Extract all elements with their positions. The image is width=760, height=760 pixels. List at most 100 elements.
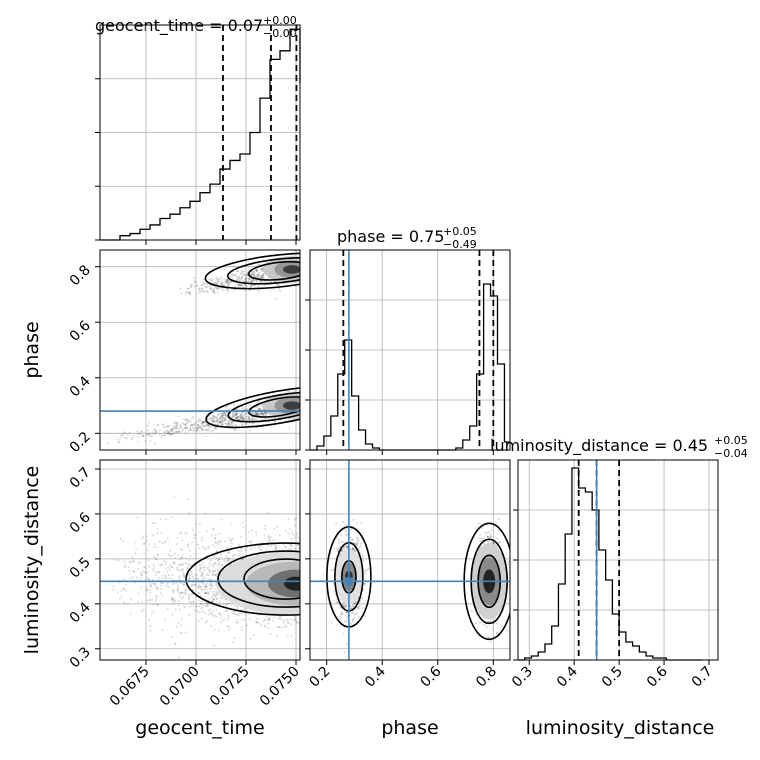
scatter-point	[275, 525, 278, 528]
scatter-point	[220, 420, 223, 423]
scatter-point	[204, 424, 207, 427]
scatter-point	[242, 417, 245, 420]
scatter-point	[215, 416, 218, 419]
scatter-point	[289, 618, 292, 621]
scatter-point	[241, 522, 244, 525]
scatter-point	[198, 288, 201, 291]
scatter-point	[211, 430, 214, 433]
scatter-point	[203, 577, 206, 580]
scatter-point	[361, 607, 364, 610]
scatter-point	[182, 595, 185, 598]
scatter-point	[212, 528, 215, 531]
scatter-point	[201, 420, 204, 423]
scatter-point	[227, 559, 230, 562]
scatter-point	[199, 424, 202, 427]
scatter-point	[189, 284, 192, 287]
scatter-point	[245, 405, 248, 408]
scatter-point	[241, 423, 244, 426]
scatter-point	[156, 527, 159, 530]
scatter-point	[141, 535, 144, 538]
scatter-point	[253, 417, 256, 420]
scatter-point	[177, 430, 180, 433]
scatter-point	[248, 277, 251, 280]
scatter-point	[186, 287, 189, 290]
scatter-point	[151, 598, 154, 601]
scatter-point	[207, 290, 210, 293]
scatter-point	[152, 603, 155, 606]
scatter-point	[140, 571, 143, 574]
scatter-point	[149, 591, 152, 594]
scatter-point	[178, 576, 181, 579]
scatter-point	[171, 635, 174, 638]
scatter-point	[186, 426, 189, 429]
scatter-point	[243, 418, 246, 421]
scatter-point	[238, 277, 241, 280]
scatter-point	[146, 434, 149, 437]
scatter-point	[240, 628, 243, 631]
scatter-point	[118, 441, 121, 444]
scatter-point	[206, 283, 209, 286]
scatter-point	[358, 546, 361, 549]
scatter-point	[181, 591, 184, 594]
scatter-point	[251, 280, 254, 283]
scatter-point	[179, 287, 182, 290]
scatter-point	[294, 618, 297, 621]
scatter-point	[172, 591, 175, 594]
scatter-point	[252, 270, 255, 273]
scatter-point	[352, 541, 355, 544]
scatter-point	[194, 281, 197, 284]
scatter-point	[228, 557, 231, 560]
scatter-point	[219, 548, 222, 551]
scatter-point	[244, 416, 247, 419]
scatter-point	[137, 562, 140, 565]
scatter-point	[240, 415, 243, 418]
scatter-point	[219, 416, 222, 419]
scatter-point	[208, 426, 211, 429]
scatter-point	[194, 556, 197, 559]
scatter-point	[204, 282, 207, 285]
scatter-point	[211, 419, 214, 422]
scatter-point	[197, 425, 200, 428]
scatter-point	[246, 274, 249, 277]
scatter-point	[202, 581, 205, 584]
scatter-point	[171, 598, 174, 601]
scatter-point	[168, 433, 171, 436]
scatter-point	[176, 430, 179, 433]
scatter-point	[179, 532, 182, 535]
scatter-point	[296, 536, 299, 539]
scatter-point	[259, 411, 262, 414]
scatter-point	[273, 617, 276, 620]
scatter-point	[242, 526, 245, 529]
scatter-point	[178, 430, 181, 433]
scatter-point	[240, 278, 243, 281]
scatter-point	[206, 619, 209, 622]
contour-line	[204, 252, 300, 290]
scatter-point	[252, 422, 255, 425]
scatter-point	[218, 532, 221, 535]
scatter-point	[114, 559, 117, 562]
scatter-point	[124, 564, 127, 567]
scatter-point	[235, 279, 238, 282]
scatter-point	[346, 642, 349, 645]
x-axis-label-phase: phase	[381, 717, 438, 739]
scatter-point	[221, 563, 224, 566]
scatter-point	[221, 596, 224, 599]
scatter-point	[207, 574, 210, 577]
scatter-point	[175, 425, 178, 428]
scatter-point	[248, 417, 251, 420]
scatter-point	[174, 599, 177, 602]
scatter-point	[215, 282, 218, 285]
scatter-point	[232, 554, 235, 557]
scatter-point	[181, 428, 184, 431]
scatter-point	[201, 578, 204, 581]
scatter-point	[241, 423, 244, 426]
scatter-point	[251, 416, 254, 419]
scatter-point	[227, 282, 230, 285]
scatter-point	[119, 434, 122, 437]
x-tick-label: 0.0675	[107, 664, 153, 710]
scatter-point	[230, 424, 233, 427]
scatter-point	[196, 284, 199, 287]
scatter-point	[251, 418, 254, 421]
scatter-point	[228, 422, 231, 425]
scatter-point	[211, 600, 214, 603]
